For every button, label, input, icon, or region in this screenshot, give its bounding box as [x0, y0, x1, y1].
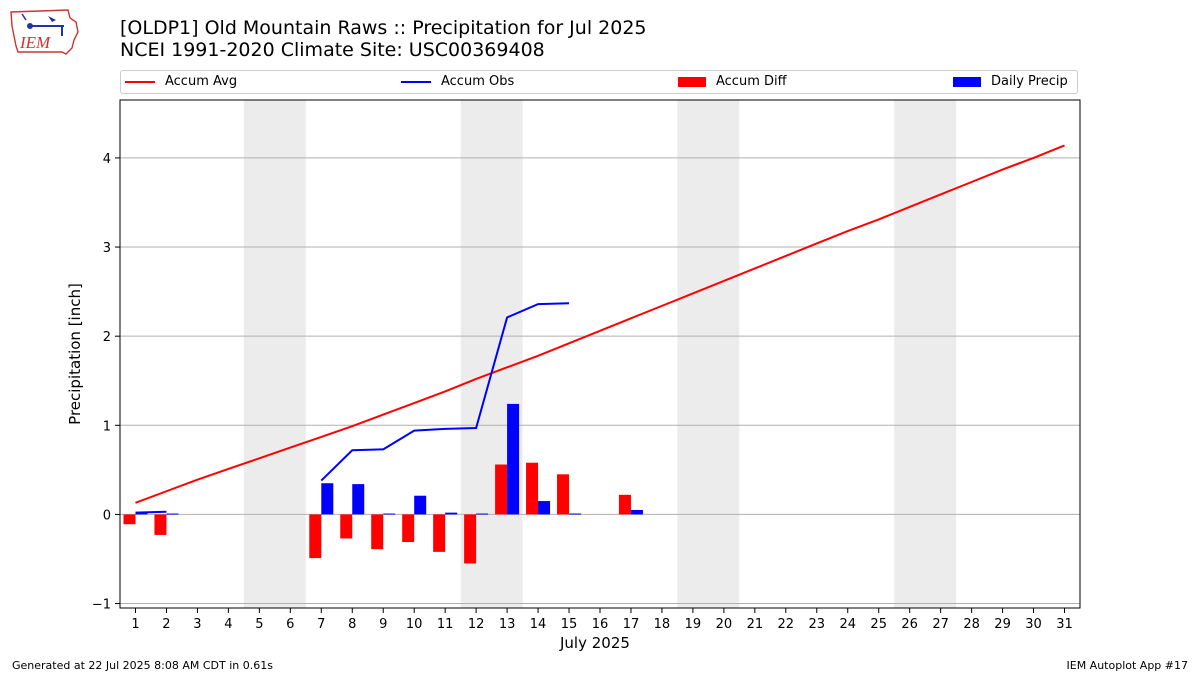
x-tick-label-7: 7 [317, 617, 325, 632]
y-tick-label-3: 3 [103, 241, 111, 256]
chart-title: [OLDP1] Old Mountain Raws :: Precipitati… [120, 17, 647, 39]
legend-label-accum-obs: Accum Obs [441, 74, 515, 89]
y-axis-label: Precipitation [inch] [66, 283, 84, 425]
x-tick-label-26: 26 [901, 617, 918, 632]
daily-precip-bar-13 [507, 403, 520, 515]
x-tick-label-31: 31 [1056, 617, 1073, 632]
x-tick-label-9: 9 [379, 617, 387, 632]
logo-text: IEM [19, 33, 51, 52]
accum-diff-bar-8 [340, 514, 353, 539]
x-tick-label-8: 8 [348, 617, 356, 632]
x-tick-label-25: 25 [870, 617, 887, 632]
accum-diff-bar-11 [433, 514, 446, 552]
x-tick-label-20: 20 [716, 617, 733, 632]
accum-obs-line-1 [320, 302, 570, 482]
accum-diff-bar-9 [371, 514, 384, 550]
daily-precip-bar-9 [383, 513, 396, 515]
x-tick-label-10: 10 [406, 617, 423, 632]
legend-item-daily-precip: Daily Precip [953, 74, 1068, 89]
y-tick-label--1: −1 [92, 598, 111, 613]
x-axis-label: July 2025 [560, 634, 630, 652]
x-tick-label-24: 24 [839, 617, 856, 632]
x-tick-label-19: 19 [685, 617, 702, 632]
footer-app: IEM Autoplot App #17 [1066, 659, 1189, 672]
x-tick-label-6: 6 [286, 617, 294, 632]
daily-precip-bar-8 [352, 484, 365, 515]
accum-diff-bar-14 [526, 462, 539, 515]
x-tick-label-17: 17 [623, 617, 640, 632]
x-tick-label-13: 13 [499, 617, 516, 632]
weekend-shade-2 [677, 100, 740, 608]
daily-precip-bar-1 [135, 512, 148, 515]
weekend-shade-0 [243, 100, 306, 608]
x-tick-label-21: 21 [747, 617, 764, 632]
daily-precip-bar-17 [630, 509, 643, 515]
accum-diff-bar-17 [618, 494, 631, 515]
accum-diff-bar-13 [495, 464, 508, 515]
legend-label-accum-avg: Accum Avg [165, 74, 238, 89]
x-tick-label-30: 30 [1025, 617, 1042, 632]
daily-precip-bar-12 [476, 513, 489, 515]
accum-diff-bar-15 [557, 474, 570, 515]
footer-generated: Generated at 22 Jul 2025 8:08 AM CDT in … [12, 659, 273, 672]
x-tick-label-11: 11 [437, 617, 454, 632]
accum-diff-bar-12 [464, 514, 477, 564]
accum-diff-bar-1 [123, 514, 136, 525]
x-tick-label-16: 16 [592, 617, 609, 632]
accum-obs-line-0 [135, 510, 167, 514]
daily-precip-bar-14 [538, 501, 551, 515]
x-tick-label-5: 5 [255, 617, 263, 632]
iem-logo: IEM [10, 9, 79, 55]
x-tick-label-18: 18 [654, 617, 671, 632]
x-tick-label-15: 15 [561, 617, 578, 632]
legend-item-accum-diff: Accum Diff [678, 74, 787, 89]
legend-label-daily-precip: Daily Precip [991, 74, 1068, 89]
weekend-shade-3 [894, 100, 957, 608]
daily-precip-bar-10 [414, 495, 427, 515]
x-tick-label-2: 2 [162, 617, 170, 632]
x-tick-label-29: 29 [994, 617, 1011, 632]
x-tick-label-1: 1 [131, 617, 139, 632]
y-tick-label-4: 4 [103, 152, 111, 167]
x-tick-label-23: 23 [809, 617, 826, 632]
accum-avg-line [135, 144, 1065, 504]
x-tick-label-22: 22 [778, 617, 795, 632]
y-tick-label-2: 2 [103, 330, 111, 345]
legend-swatch-accum-avg [125, 80, 155, 83]
x-tick-label-14: 14 [530, 617, 547, 632]
daily-precip-bar-11 [445, 512, 458, 515]
x-tick-label-28: 28 [963, 617, 980, 632]
x-tick-label-4: 4 [224, 617, 232, 632]
chart-subtitle: NCEI 1991-2020 Climate Site: USC00369408 [120, 39, 545, 61]
legend-item-accum-obs: Accum Obs [401, 74, 514, 89]
y-tick-label-0: 0 [103, 508, 111, 523]
accum-diff-bar-7 [309, 514, 322, 559]
x-tick-label-3: 3 [193, 617, 201, 632]
daily-precip-bar-7 [321, 483, 334, 515]
legend: Accum Avg Accum Obs Accum Diff Daily Pre… [120, 70, 1078, 94]
legend-swatch-accum-diff [678, 76, 706, 87]
daily-precip-bar-15 [569, 513, 582, 515]
legend-swatch-accum-obs [401, 80, 431, 83]
legend-swatch-daily-precip [953, 76, 981, 87]
legend-label-accum-diff: Accum Diff [716, 74, 787, 89]
accum-diff-bar-2 [154, 514, 167, 535]
x-tick-label-27: 27 [932, 617, 949, 632]
accum-diff-bar-10 [402, 514, 415, 543]
daily-precip-bar-2 [166, 513, 179, 515]
x-tick-label-12: 12 [468, 617, 485, 632]
y-tick-label-1: 1 [103, 419, 111, 434]
legend-item-accum-avg: Accum Avg [125, 74, 237, 89]
